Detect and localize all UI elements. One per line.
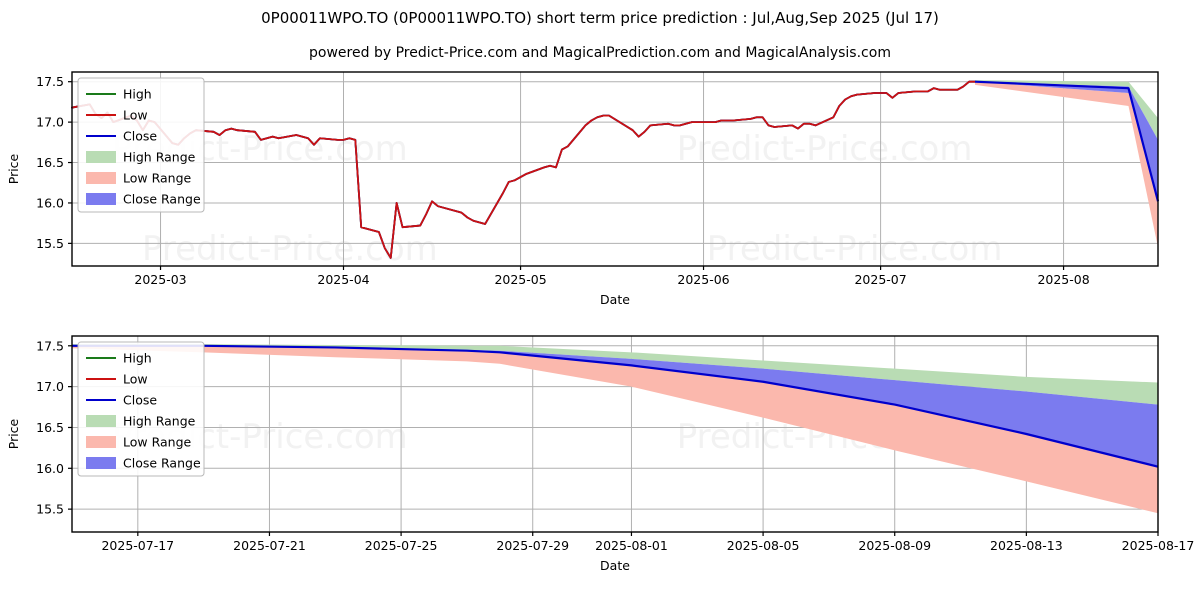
- legend-label: Close: [123, 129, 157, 144]
- x-axis-label: Date: [600, 558, 630, 573]
- legend-item[interactable]: Low: [86, 372, 148, 387]
- legend-label: Close Range: [123, 456, 201, 471]
- x-tick-label: 2025-08-05: [727, 538, 800, 553]
- x-tick-label: 2025-03: [134, 272, 186, 287]
- x-tick-label: 2025-05: [494, 272, 546, 287]
- legend-label: High: [123, 351, 152, 366]
- legend-label: Close Range: [123, 192, 201, 207]
- x-tick-label: 2025-07-17: [101, 538, 174, 553]
- watermark: Predict-Price.com: [142, 229, 438, 269]
- plot-frame: [71, 335, 1159, 533]
- x-tick-label: 2025-07-25: [365, 538, 438, 553]
- overview-chart: Predict-Price.com Predict-Price.comPredic…: [6, 71, 1160, 307]
- legend-label: Low: [123, 108, 148, 123]
- x-tick-label: 2025-08-09: [858, 538, 931, 553]
- y-tick-label: 16.5: [36, 155, 64, 170]
- x-tick-label: 2025-08-01: [595, 538, 668, 553]
- legend-label: High Range: [123, 414, 196, 429]
- legend-patch-swatch: [86, 151, 116, 163]
- legend-item[interactable]: High: [86, 351, 152, 366]
- high-range-band: [72, 344, 1158, 405]
- y-tick-label: 17.0: [36, 115, 64, 130]
- x-tick-label: 2025-08-13: [990, 538, 1063, 553]
- legend-item[interactable]: Close Range: [86, 192, 201, 207]
- x-tick-label: 2025-04: [317, 272, 369, 287]
- low-range-band: [975, 81, 1158, 248]
- legend-item[interactable]: Close: [86, 393, 157, 408]
- x-tick-label: 2025-06: [677, 272, 729, 287]
- legend-patch-swatch: [86, 436, 116, 448]
- low-history-line: [71, 80, 976, 259]
- y-tick-label: 16.5: [36, 420, 64, 435]
- legend-item[interactable]: Close Range: [86, 456, 201, 471]
- legend-label: High Range: [123, 150, 196, 165]
- legend-label: Low Range: [123, 171, 192, 186]
- legend-label: Low: [123, 372, 148, 387]
- y-tick-label: 16.0: [36, 461, 64, 476]
- legend-patch-swatch: [86, 172, 116, 184]
- legend: High Low Close High Range Low Range Close Ran…: [77, 77, 205, 213]
- y-tick-label: 15.5: [36, 236, 64, 251]
- y-tick-label: 17.0: [36, 379, 64, 394]
- y-tick-label: 17.5: [36, 74, 64, 89]
- legend-patch-swatch: [86, 457, 116, 469]
- legend-label: Low Range: [123, 435, 192, 450]
- close-forecast-line: [974, 80, 1160, 202]
- legend-item[interactable]: Close: [86, 129, 157, 144]
- forecast-bands: [975, 80, 1158, 248]
- legend-patch-swatch: [86, 415, 116, 427]
- overview-chart-panel: Predict-Price.com Predict-Price.com Predic…: [0, 66, 1200, 330]
- watermark-layer: Predict-Price.com Predict-Price.comPredic…: [112, 129, 1002, 269]
- close-range-band: [72, 345, 1158, 467]
- y-tick-label: 15.5: [36, 502, 64, 517]
- forecast-bands: [72, 344, 1158, 514]
- legend-item[interactable]: High Range: [86, 414, 196, 429]
- detail-chart-panel: Predict-Price.com Predict-Price.com 15.5 16…: [0, 330, 1200, 600]
- x-axis-label: Date: [600, 292, 630, 307]
- axes-layer: 15.5 16.0 16.5 17.0 17.5 2025-03 2025-04 2025-0…: [6, 74, 1090, 307]
- y-tick-label: 16.0: [36, 195, 64, 210]
- watermark: Predict-Price.com: [707, 229, 1003, 269]
- close-forecast-line: [72, 344, 1159, 468]
- y-axis-label: Price: [6, 418, 21, 449]
- axes-layer: 15.5 16.0 16.5 17.0 17.5 2025-07-17 2025-07-21…: [6, 338, 1194, 573]
- x-tick-label: 2025-07-29: [496, 538, 569, 553]
- page-subtitle: powered by Predict-Price.com and Magical…: [309, 45, 891, 61]
- detail-chart: Predict-Price.com Predict-Price.com15.516…: [6, 335, 1194, 573]
- y-axis-label: Price: [6, 153, 21, 184]
- legend-item[interactable]: Low Range: [86, 171, 192, 186]
- x-tick-label: 2025-07-21: [233, 538, 306, 553]
- legend: High Low Close High Range Low Range Close Ran…: [77, 341, 205, 477]
- legend-item[interactable]: Low: [86, 108, 148, 123]
- y-tick-label: 17.5: [36, 338, 64, 353]
- low-range-band: [72, 345, 1158, 514]
- page-title: 0P00011WPO.TO (0P00011WPO.TO) short term…: [261, 9, 939, 27]
- legend-item[interactable]: High Range: [86, 150, 196, 165]
- legend-item[interactable]: High: [86, 87, 152, 102]
- legend-patch-swatch: [86, 193, 116, 205]
- plot-frame: [71, 71, 1159, 267]
- legend-item[interactable]: Low Range: [86, 435, 192, 450]
- legend-label: High: [123, 87, 152, 102]
- x-tick-label: 2025-07: [854, 272, 906, 287]
- x-tick-label: 2025-08: [1037, 272, 1089, 287]
- x-tick-label: 2025-08-17: [1122, 538, 1195, 553]
- legend-label: Close: [123, 393, 157, 408]
